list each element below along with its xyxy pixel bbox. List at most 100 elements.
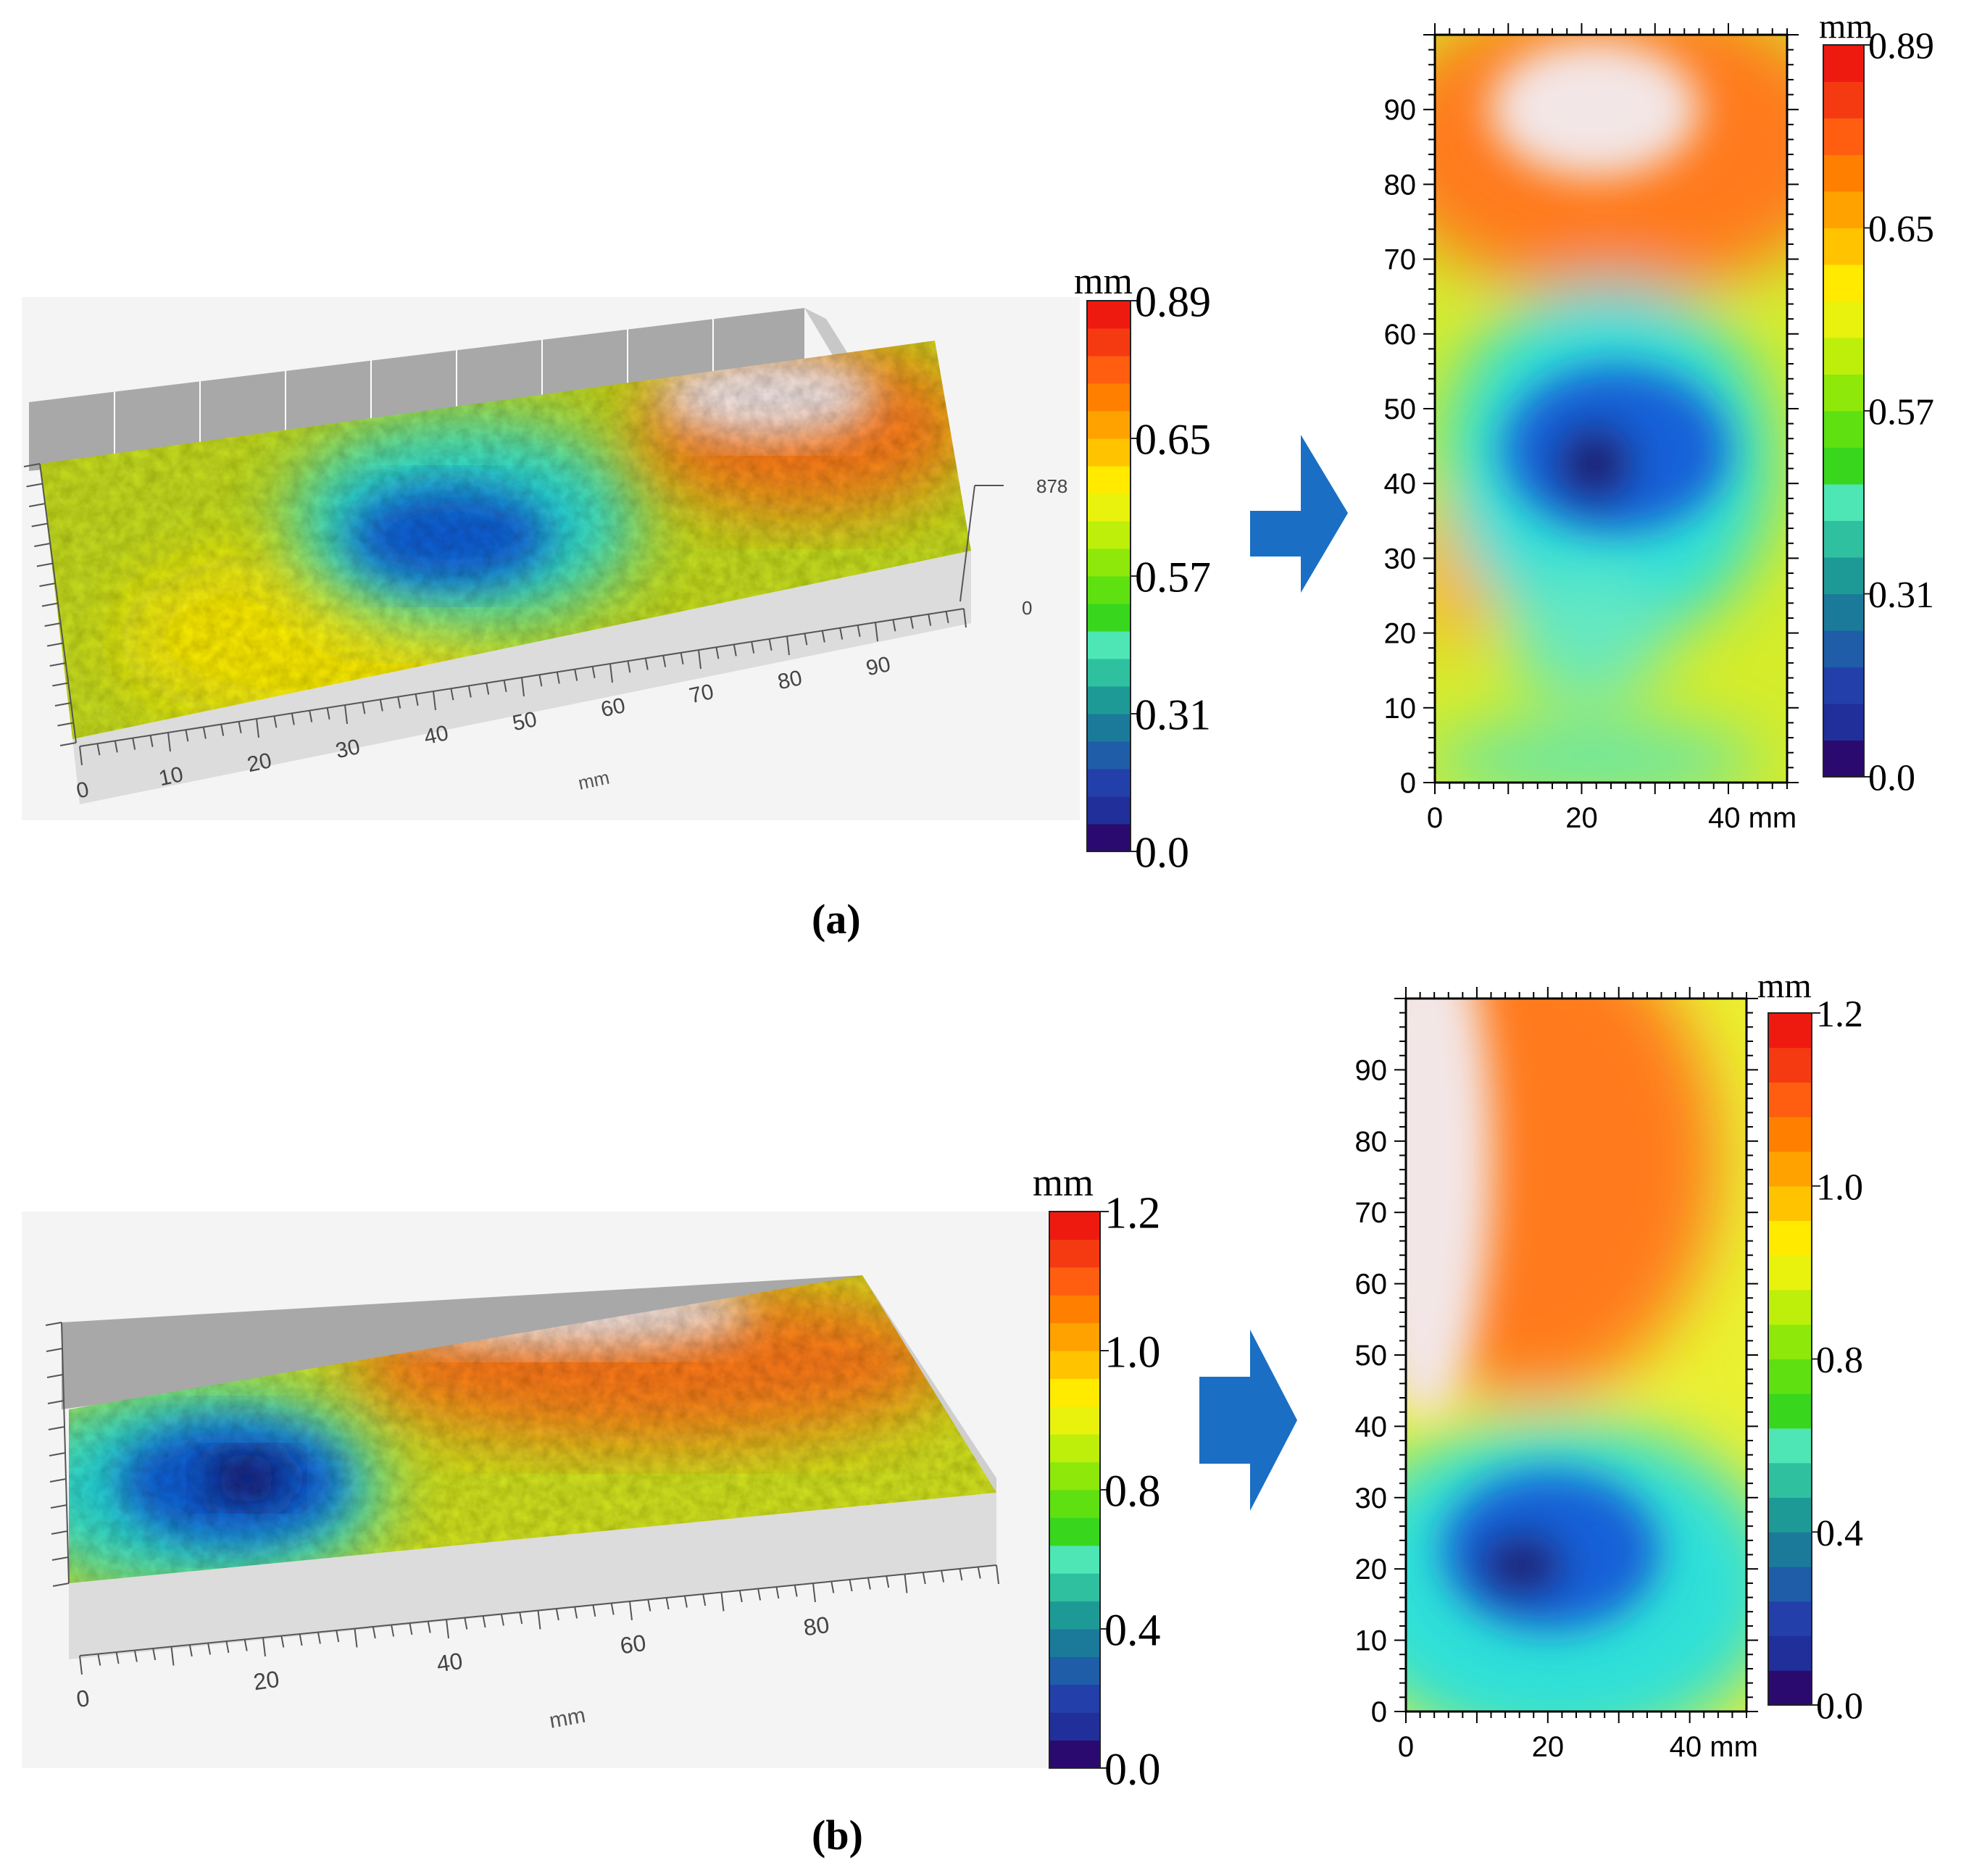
x-tick (79, 1655, 83, 1675)
colorbar-segment (1768, 1497, 1812, 1533)
colorbar-b-3d: mm 1.2 1.0 0.8 0.4 0.0 (1033, 1161, 1161, 1794)
x-tick (556, 672, 560, 684)
left-tick (50, 1504, 67, 1509)
x-tick (757, 1588, 762, 1601)
colorbar-segment (1823, 740, 1864, 778)
surface-peak (659, 351, 877, 438)
x-tick (433, 691, 436, 711)
colorbar-segment (1087, 604, 1131, 632)
panel-b-2d-map: 0 10 20 30 40 50 60 70 80 90 0 20 40 mm (1355, 987, 1758, 1763)
left-tick (46, 1348, 63, 1352)
colorbar-segment (1823, 667, 1864, 704)
x-tick (114, 741, 118, 753)
colorbar-segment (1768, 1359, 1812, 1394)
left-tick (49, 662, 66, 667)
colorbar-segment (1087, 659, 1131, 687)
left-axis-ticks (23, 463, 77, 746)
x-tick (482, 1615, 486, 1628)
left-tick (31, 522, 48, 528)
colorbar-label: 0.89 (1135, 278, 1211, 326)
x-axis-ticks: 0 10 20 30 40 50 60 70 80 90 (74, 608, 967, 804)
colorbar-a-2d: mm 0.89 0.65 0.57 0.31 0.0 (1819, 7, 1934, 799)
colorbar-segment (1049, 1629, 1100, 1657)
colorbar-unit: mm (1074, 261, 1133, 302)
colorbar-label: 0.65 (1868, 209, 1934, 250)
colorbar-segment (1823, 704, 1864, 741)
panel-label-b: (b) (812, 1812, 863, 1859)
x-tick (665, 1597, 670, 1610)
x-tick (875, 622, 878, 642)
left-axis-line (39, 463, 77, 743)
colorbar-segment (1087, 769, 1131, 797)
y-tick-label: 80 (1384, 169, 1417, 201)
left-tick (52, 682, 69, 687)
colorbar-label: 0.0 (1868, 758, 1915, 799)
panel-a-3d-surface: 0 10 20 30 40 50 60 70 80 90 mm 878 0 (22, 297, 1080, 820)
x-axis-ticks: 0 20 40 60 80 (75, 1564, 999, 1712)
left-tick (45, 1322, 62, 1326)
x-tick (372, 1626, 376, 1639)
x-tick (238, 721, 242, 733)
colorbar-segment (1768, 1393, 1812, 1429)
x-tick-label: 40 mm (1708, 802, 1796, 834)
colorbar-segment (1823, 191, 1864, 228)
x-tick (574, 1606, 578, 1619)
x-tick (830, 1581, 835, 1593)
x-tick (698, 649, 701, 670)
x-tick (280, 1635, 285, 1648)
x-tick (775, 1586, 780, 1599)
left-tick (54, 702, 72, 706)
left-tick (28, 503, 46, 507)
y-tick-label: 90 (1355, 1054, 1388, 1086)
x-tick (644, 658, 649, 670)
x-tick (521, 677, 525, 697)
surface-depression (348, 485, 551, 587)
heatmap-a (1435, 35, 1787, 783)
x-tick (683, 1596, 688, 1608)
colorbar-segment (1768, 1428, 1812, 1464)
colorbar-segment (1768, 1013, 1812, 1049)
x-tick (415, 693, 419, 706)
y-tick-label: 10 (1355, 1625, 1388, 1657)
y-tick-label: 70 (1384, 244, 1417, 276)
colorbar-label: 0.31 (1868, 575, 1934, 616)
colorbar-label: 0.0 (1816, 1686, 1863, 1727)
colorbar-segment (1768, 1255, 1812, 1291)
x-tick (538, 675, 543, 687)
x-tick (207, 1643, 212, 1655)
cyan-lower (1507, 572, 1667, 703)
colorbar-segment (1823, 118, 1864, 155)
x-tick (149, 735, 154, 747)
left-tick (49, 1478, 67, 1483)
colorbar-segment (1087, 356, 1131, 384)
x-tick (326, 707, 330, 720)
x-tick-label: 40 (435, 1648, 464, 1677)
x-tick-label: 70 (687, 680, 716, 708)
x-tick (97, 1654, 101, 1666)
colorbar-segment (1768, 1635, 1812, 1671)
x-tick (996, 1564, 999, 1585)
left-tick (41, 602, 59, 607)
colorbar-segment (1768, 1185, 1812, 1221)
x-tick (928, 614, 932, 626)
x-tick (391, 1625, 395, 1637)
colorbar-label: 0.89 (1868, 26, 1934, 67)
left-tick (46, 1374, 64, 1378)
x-tick-label: 0 (1398, 1731, 1414, 1763)
x-tick (256, 718, 259, 738)
y-tick-label: 30 (1355, 1483, 1388, 1514)
left-axis-ticks (45, 1322, 70, 1587)
x-tick-label: 50 (510, 707, 539, 735)
colorbar-segment (1087, 714, 1131, 742)
left-tick (52, 1583, 70, 1587)
colorbar-segment (1087, 493, 1131, 522)
x-tick (273, 716, 278, 728)
colorbar-segment (1087, 466, 1131, 494)
colorbar-segment (1823, 264, 1864, 301)
x-tick-label: 10 (157, 762, 186, 791)
colorbar-segment (1087, 521, 1131, 549)
y-tick-label: 20 (1355, 1554, 1388, 1585)
colorbar-segment (1768, 1082, 1812, 1117)
x-tick (344, 704, 348, 725)
